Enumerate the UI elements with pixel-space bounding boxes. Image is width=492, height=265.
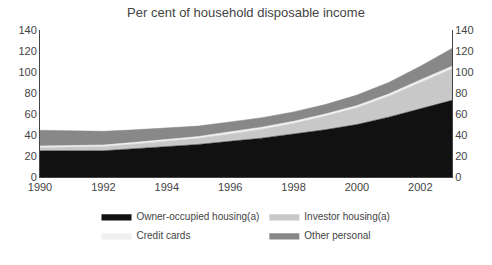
svg-text:1996: 1996 bbox=[218, 181, 242, 193]
svg-text:60: 60 bbox=[455, 108, 467, 120]
svg-text:Investor housing(a): Investor housing(a) bbox=[304, 211, 390, 222]
svg-text:140: 140 bbox=[455, 24, 473, 36]
svg-text:60: 60 bbox=[25, 108, 37, 120]
svg-text:140: 140 bbox=[18, 24, 36, 36]
svg-text:1994: 1994 bbox=[155, 181, 179, 193]
svg-text:100: 100 bbox=[455, 66, 473, 78]
svg-text:Other personal: Other personal bbox=[304, 230, 370, 241]
svg-text:1998: 1998 bbox=[281, 181, 305, 193]
svg-text:0: 0 bbox=[31, 171, 37, 183]
svg-text:20: 20 bbox=[455, 150, 467, 162]
svg-text:1992: 1992 bbox=[91, 181, 115, 193]
svg-text:120: 120 bbox=[18, 45, 36, 57]
svg-text:Per cent of household disposab: Per cent of household disposable income bbox=[127, 5, 365, 20]
svg-text:Credit cards: Credit cards bbox=[137, 230, 191, 241]
svg-text:20: 20 bbox=[25, 150, 37, 162]
svg-text:40: 40 bbox=[455, 129, 467, 141]
svg-text:100: 100 bbox=[18, 66, 36, 78]
svg-text:1990: 1990 bbox=[28, 181, 52, 193]
svg-text:80: 80 bbox=[455, 87, 467, 99]
svg-text:2002: 2002 bbox=[408, 181, 432, 193]
svg-text:120: 120 bbox=[455, 45, 473, 57]
svg-text:80: 80 bbox=[25, 87, 37, 99]
svg-text:0: 0 bbox=[455, 171, 461, 183]
svg-text:Owner-occupied housing(a): Owner-occupied housing(a) bbox=[137, 211, 260, 222]
svg-text:2000: 2000 bbox=[345, 181, 369, 193]
svg-text:40: 40 bbox=[25, 129, 37, 141]
